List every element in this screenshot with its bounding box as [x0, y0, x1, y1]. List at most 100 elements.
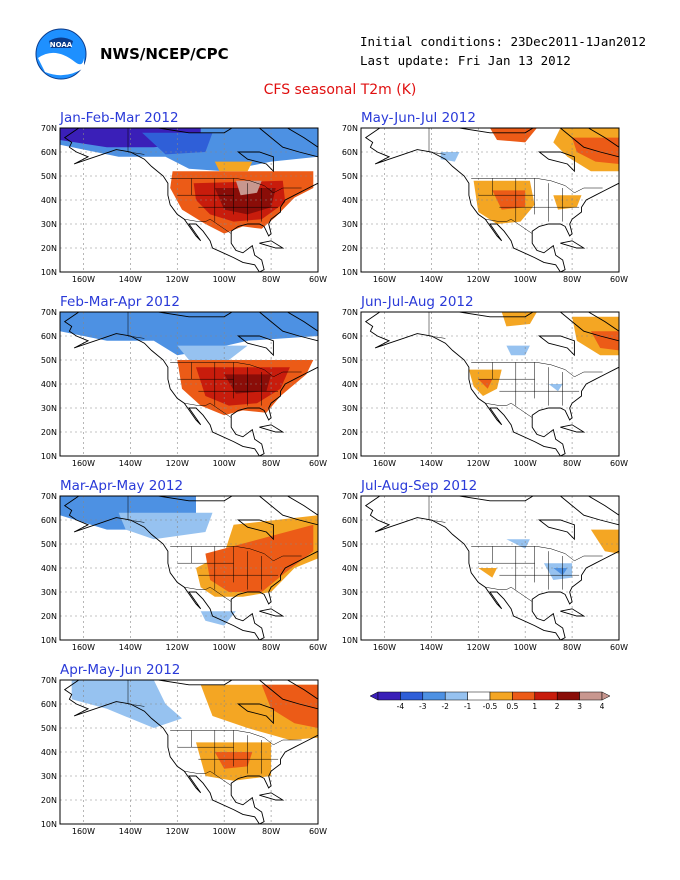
anomaly-region: [261, 684, 318, 728]
initial-conditions: Initial conditions: 23Dec2011-1Jan2012: [360, 34, 646, 49]
lon-tick-label: 80W: [262, 459, 280, 468]
map-panel-amj: 10N 20N 30N 40N 50N 60N 70N 160W 140W 120W 100W 80W…: [41, 676, 327, 836]
lon-tick-label: 140W: [420, 459, 443, 468]
lon-tick-label: 60W: [309, 459, 327, 468]
last-update: Last update: Fri Jan 13 2012: [360, 53, 571, 68]
lon-tick-label: 120W: [166, 643, 189, 652]
lat-tick-label: 10N: [342, 268, 358, 277]
colorbar-label: 3: [577, 702, 582, 711]
colorbar-label: 4: [600, 702, 605, 711]
anomaly-region: [553, 195, 582, 210]
lat-tick-label: 60N: [342, 332, 358, 341]
lon-tick-label: 100W: [213, 827, 236, 836]
lat-tick-label: 10N: [41, 820, 57, 829]
colorbar-label: -2: [441, 702, 449, 711]
colorbar-swatch: [534, 691, 558, 701]
map-panel-jfm: 10N 20N 30N 40N 50N 60N 70N 160W 140W 120W 100W 80W…: [41, 124, 327, 284]
coastline: [63, 680, 318, 824]
lon-tick-label: 140W: [119, 643, 142, 652]
lon-tick-label: 140W: [119, 459, 142, 468]
lat-tick-label: 70N: [342, 308, 358, 317]
lon-tick-label: 80W: [262, 275, 280, 284]
lon-tick-label: 140W: [119, 275, 142, 284]
lat-tick-label: 40N: [41, 564, 57, 573]
lon-tick-label: 160W: [72, 827, 95, 836]
lat-tick-label: 70N: [41, 492, 57, 501]
anomaly-region: [548, 384, 563, 392]
coastline: [364, 496, 619, 640]
lon-tick-label: 60W: [309, 827, 327, 836]
lat-tick-label: 50N: [342, 540, 358, 549]
colorbar-swatch: [579, 691, 603, 701]
anomaly-region: [478, 379, 493, 389]
panel-title-fma: Feb-Mar-Apr 2012: [60, 294, 180, 310]
map-panel-jja: 10N 20N 30N 40N 50N 60N 70N 160W 140W 120W 100W 80W…: [342, 308, 628, 468]
lat-tick-label: 50N: [342, 356, 358, 365]
lon-tick-label: 160W: [72, 643, 95, 652]
lon-tick-label: 100W: [213, 275, 236, 284]
lon-tick-label: 80W: [563, 459, 581, 468]
lon-tick-label: 120W: [467, 275, 490, 284]
lat-tick-label: 30N: [342, 220, 358, 229]
colorbar-label: -0.5: [483, 702, 498, 711]
lon-tick-label: 120W: [166, 459, 189, 468]
lat-tick-label: 30N: [41, 220, 57, 229]
lat-tick-label: 40N: [342, 380, 358, 389]
lat-tick-label: 40N: [41, 196, 57, 205]
lat-tick-label: 60N: [342, 148, 358, 157]
colorbar-swatch: [400, 691, 424, 701]
lon-tick-label: 120W: [166, 275, 189, 284]
lon-tick-label: 100W: [213, 459, 236, 468]
lat-tick-label: 20N: [342, 244, 358, 253]
coastline: [63, 128, 318, 272]
lon-tick-label: 120W: [467, 643, 490, 652]
anomaly-region: [543, 563, 573, 580]
lon-tick-label: 120W: [467, 459, 490, 468]
lon-tick-label: 120W: [166, 827, 189, 836]
anomaly-region: [506, 345, 530, 356]
lat-tick-label: 50N: [41, 540, 57, 549]
lat-tick-label: 20N: [41, 612, 57, 621]
anomaly-region: [590, 529, 619, 554]
lon-tick-label: 160W: [373, 459, 396, 468]
colorbar-label: 1: [532, 702, 537, 711]
lat-tick-label: 20N: [41, 796, 57, 805]
lat-tick-label: 20N: [41, 428, 57, 437]
agency-label: NWS/NCEP/CPC: [100, 45, 229, 63]
lat-tick-label: 70N: [41, 676, 57, 685]
lon-tick-label: 100W: [514, 643, 537, 652]
lat-tick-label: 70N: [41, 308, 57, 317]
lon-tick-label: 80W: [563, 275, 581, 284]
anomaly-region: [214, 161, 253, 172]
lon-tick-label: 80W: [262, 827, 280, 836]
lat-tick-label: 50N: [41, 724, 57, 733]
anomaly-region: [177, 345, 248, 360]
lat-tick-label: 60N: [41, 516, 57, 525]
lat-tick-label: 30N: [342, 588, 358, 597]
panel-title-amj: Apr-May-Jun 2012: [60, 662, 181, 678]
lon-tick-label: 100W: [514, 275, 537, 284]
lat-tick-label: 70N: [41, 124, 57, 133]
colorbar-label: -4: [397, 702, 405, 711]
lon-tick-label: 60W: [610, 643, 628, 652]
colorbar-swatch: [422, 691, 446, 701]
lat-tick-label: 40N: [342, 196, 358, 205]
noaa-logo-icon: NOAA: [35, 28, 87, 80]
panel-title-jfm: Jan-Feb-Mar 2012: [60, 110, 179, 126]
coastline: [364, 312, 619, 456]
lon-tick-label: 60W: [610, 275, 628, 284]
panel-title-mjj: May-Jun-Jul 2012: [361, 110, 476, 126]
lon-tick-label: 80W: [563, 643, 581, 652]
lat-tick-label: 30N: [342, 404, 358, 413]
lon-tick-label: 140W: [420, 643, 443, 652]
lat-tick-label: 10N: [342, 452, 358, 461]
colorbar-swatch: [444, 691, 468, 701]
lat-tick-label: 20N: [41, 244, 57, 253]
map-panel-fma: 10N 20N 30N 40N 50N 60N 70N 160W 140W 120W 100W 80W…: [41, 308, 327, 468]
lat-tick-label: 30N: [41, 772, 57, 781]
coastline: [63, 496, 318, 640]
colorbar-swatch: [467, 691, 491, 701]
panel-title-jas: Jul-Aug-Sep 2012: [361, 478, 478, 494]
anomaly-region: [60, 312, 318, 356]
lon-tick-label: 80W: [262, 643, 280, 652]
